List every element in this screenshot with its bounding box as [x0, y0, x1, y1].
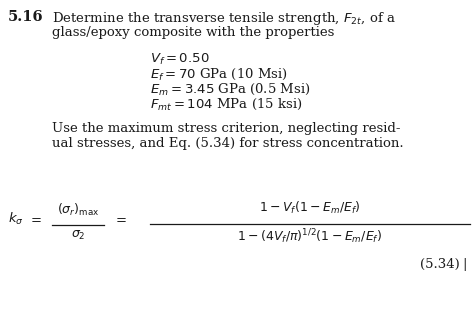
Text: ual stresses, and Eq. (5.34) for stress concentration.: ual stresses, and Eq. (5.34) for stress … — [52, 137, 404, 150]
Text: $E_f = 70$ GPa (10 Msi): $E_f = 70$ GPa (10 Msi) — [150, 67, 288, 82]
Text: $E_m = 3.45$ GPa (0.5 Msi): $E_m = 3.45$ GPa (0.5 Msi) — [150, 82, 310, 97]
Text: $k_{\sigma}$: $k_{\sigma}$ — [8, 211, 24, 227]
Text: |: | — [462, 258, 466, 271]
Text: $=$: $=$ — [113, 212, 127, 225]
Text: $(\sigma_r)_{\rm max}$: $(\sigma_r)_{\rm max}$ — [57, 202, 99, 218]
Text: $=$: $=$ — [28, 212, 42, 225]
Text: (5.34): (5.34) — [420, 258, 460, 271]
Text: Determine the transverse tensile strength, $F_{2t}$, of a: Determine the transverse tensile strengt… — [52, 10, 396, 27]
Text: Use the maximum stress criterion, neglecting resid-: Use the maximum stress criterion, neglec… — [52, 122, 401, 135]
Text: $F_{mt} = 104$ MPa (15 ksi): $F_{mt} = 104$ MPa (15 ksi) — [150, 97, 302, 112]
Text: 5.16: 5.16 — [8, 10, 44, 24]
Text: $V_f = 0.50$: $V_f = 0.50$ — [150, 52, 210, 67]
Text: glass/epoxy composite with the properties: glass/epoxy composite with the propertie… — [52, 26, 334, 39]
Text: $1 - V_f(1 - E_m/E_f)$: $1 - V_f(1 - E_m/E_f)$ — [259, 200, 361, 216]
Text: $\sigma_2$: $\sigma_2$ — [71, 229, 85, 242]
Text: $1 - (4V_f/\pi)^{1/2}(1 - E_m/E_f)$: $1 - (4V_f/\pi)^{1/2}(1 - E_m/E_f)$ — [237, 228, 383, 246]
